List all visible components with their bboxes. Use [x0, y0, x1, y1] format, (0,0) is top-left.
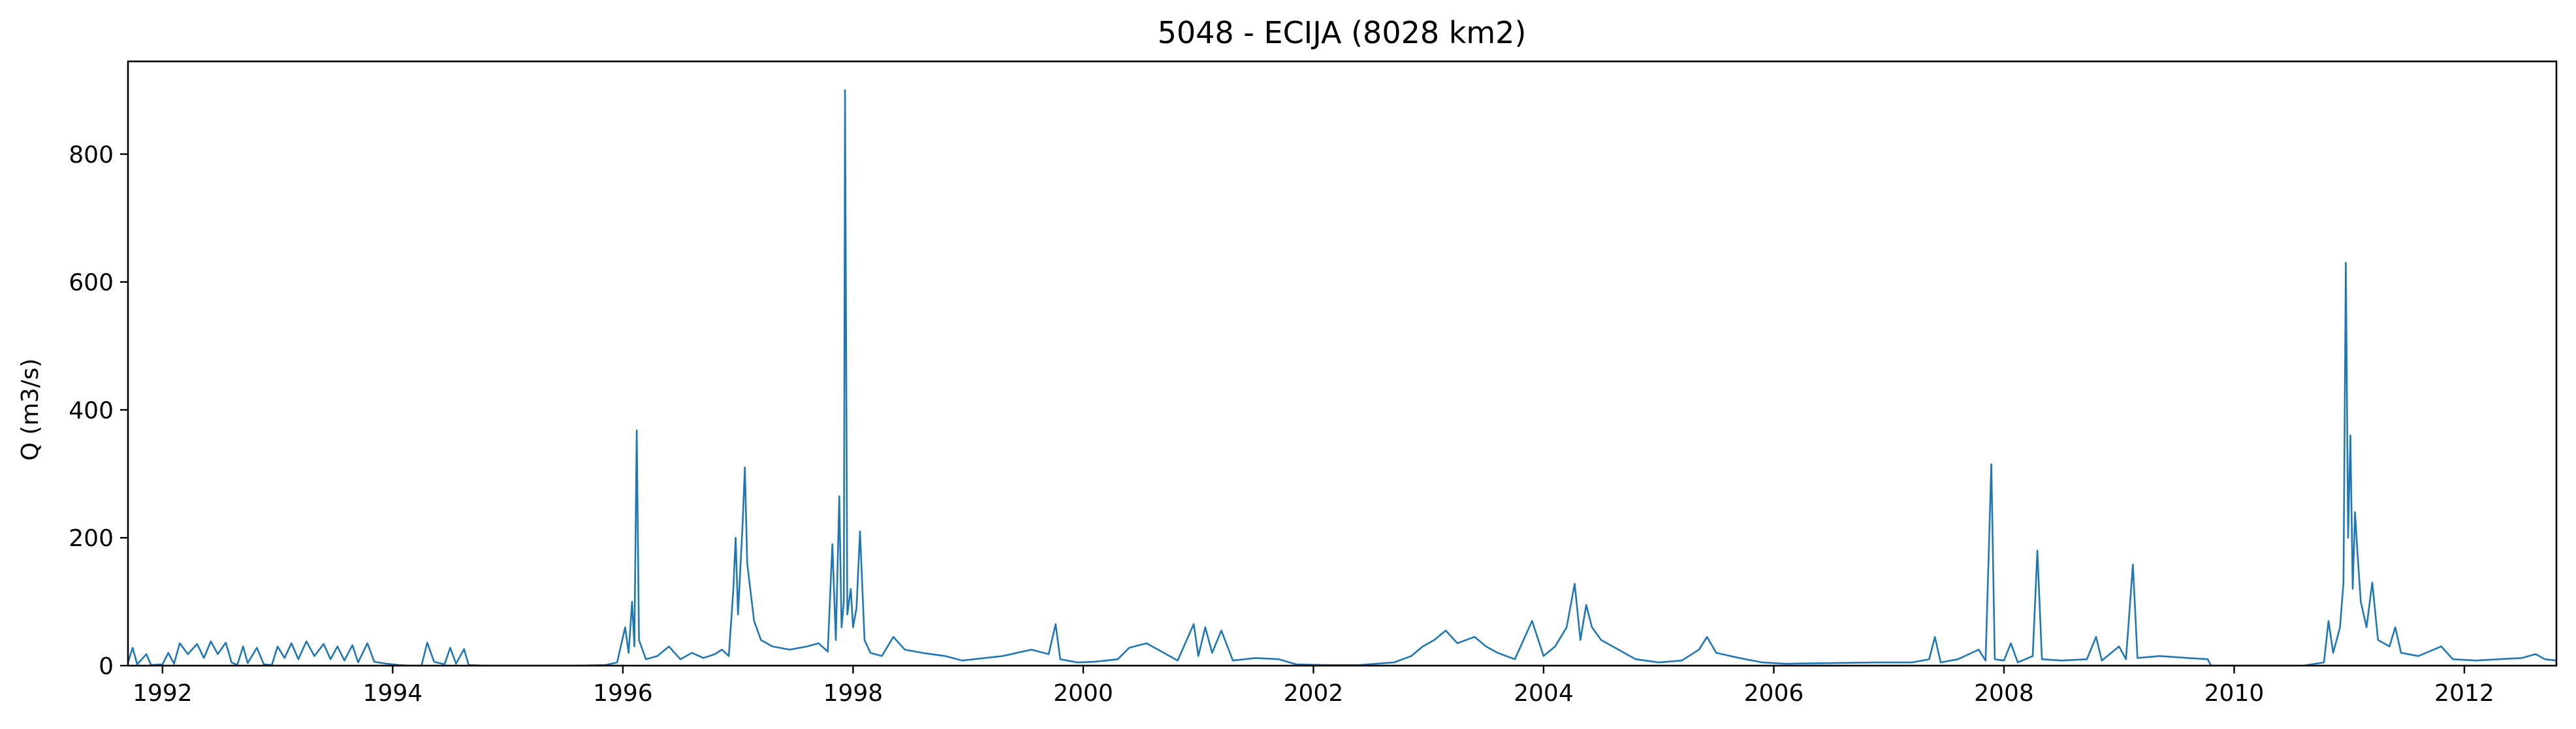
x-tick-label-2012: 2012: [2434, 680, 2494, 707]
x-tick-label-2006: 2006: [1744, 680, 1804, 707]
x-tick-label-1994: 1994: [363, 680, 423, 707]
axes: 1992 1994 1996 1998 2000 2002 2004 2006 2008 2010…: [69, 142, 2494, 707]
chart-title: 5048 - ECIJA (8028 km2): [1158, 15, 1527, 50]
y-axis-label: Q (m3/s): [17, 359, 44, 461]
y-tick-label-200: 200: [69, 525, 114, 552]
series-line-0: [128, 89, 2556, 666]
x-tick-label-2000: 2000: [1053, 680, 1113, 707]
x-tick-label-2010: 2010: [2204, 680, 2265, 707]
x-tick-label-1992: 1992: [133, 680, 193, 707]
y-tick-label-800: 800: [69, 142, 114, 169]
plot-area: [128, 89, 2556, 666]
y-tick-label-0: 0: [99, 653, 114, 680]
x-tick-label-1996: 1996: [593, 680, 653, 707]
y-tick-label-400: 400: [69, 397, 114, 424]
x-tick-label-2004: 2004: [1514, 680, 1574, 707]
y-tick-label-600: 600: [69, 270, 114, 297]
plot-frame: [127, 60, 2558, 667]
x-tick-label-1998: 1998: [823, 680, 883, 707]
x-tick-label-2002: 2002: [1284, 680, 1344, 707]
x-tick-label-2008: 2008: [1974, 680, 2034, 707]
